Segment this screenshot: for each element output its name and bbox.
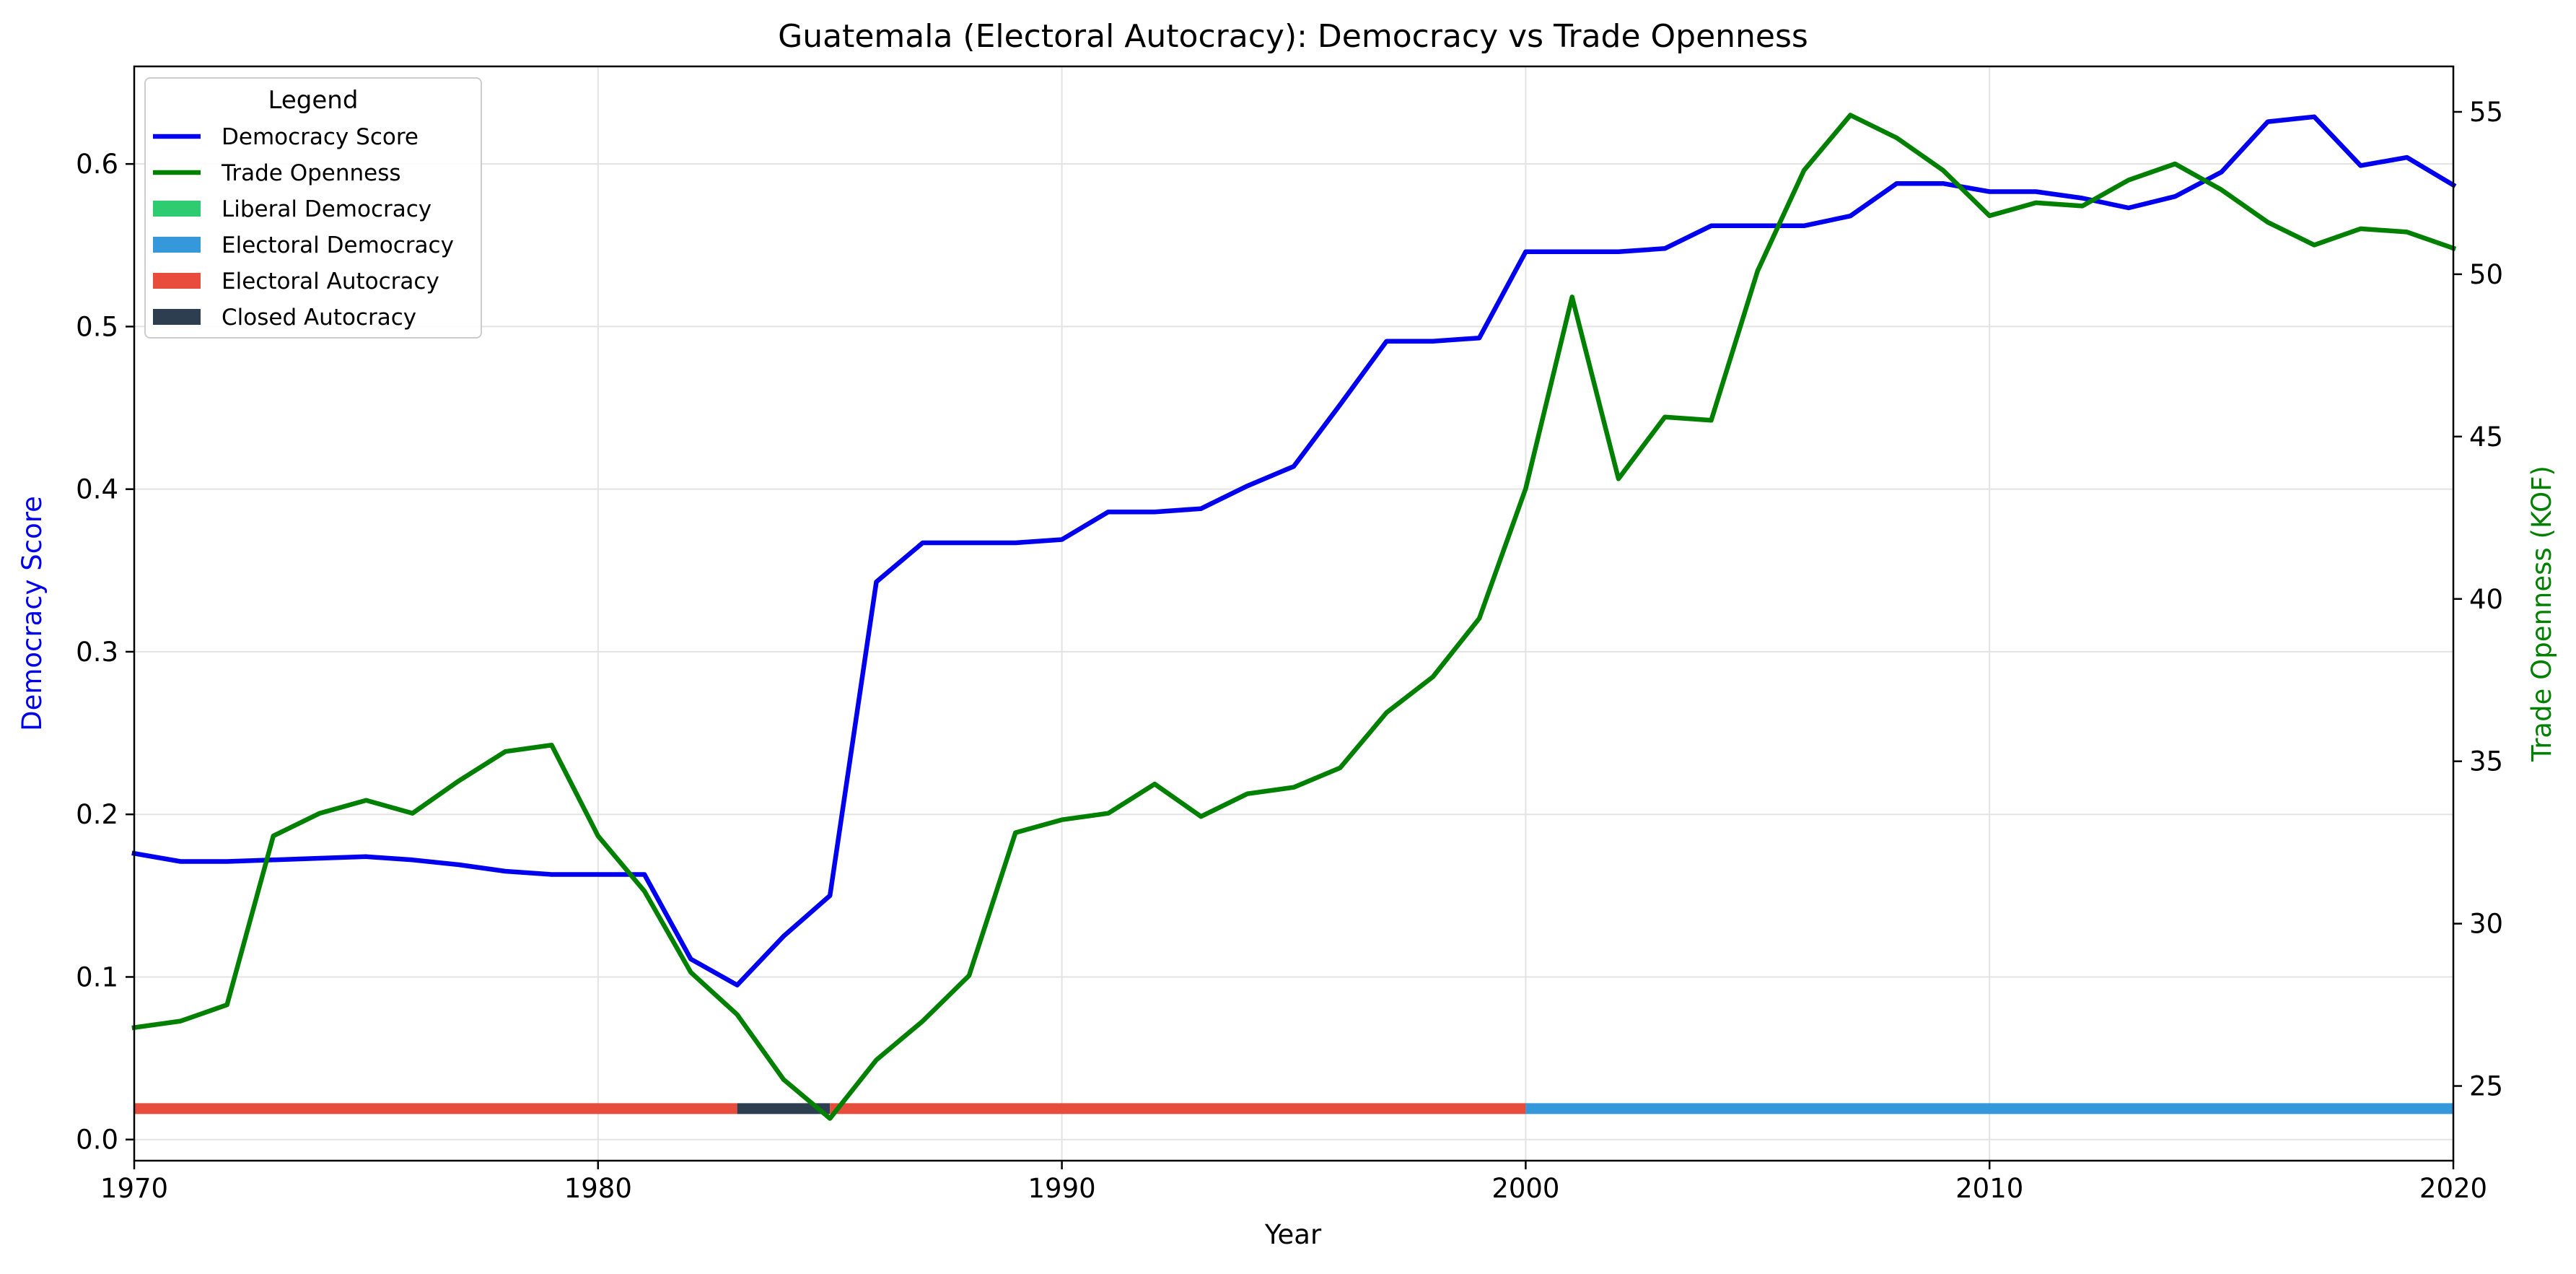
legend-label: Democracy Score [222,124,419,150]
y-left-tick-label: 0.6 [76,149,118,180]
y-right-tick-label: 40 [2469,584,2503,615]
legend-title: Legend [268,86,359,115]
y-right-tick-label: 50 [2469,259,2503,290]
legend-swatch-patch [153,237,201,253]
grid-lines [133,66,2454,1161]
x-tick-label: 1990 [1028,1173,1096,1204]
trade-openness-line [131,113,2457,1121]
legend-box [144,77,482,339]
legend-label: Liberal Democracy [222,196,431,222]
legend-swatch-patch [153,201,201,217]
legend-label: Closed Autocracy [222,305,416,331]
y-right-tick-label: 35 [2469,746,2503,777]
y-left-tick-label: 0.0 [76,1125,118,1156]
y-right-tick-label: 25 [2469,1071,2503,1102]
y-axis-right: 25 30 35 40 45 50 55 [2453,97,2503,1102]
y-left-tick-label: 0.1 [76,961,118,992]
y-left-tick-label: 0.3 [76,637,118,668]
y-axis-right-label: Trade Openness (KOF) [2526,466,2557,762]
y-axis-left: 0.0 0.1 0.2 0.3 0.4 0.5 0.6 [76,149,134,1156]
x-tick-label: 2000 [1491,1173,1559,1204]
legend-swatch-patch [153,273,201,289]
data-lines [131,113,2457,1121]
democracy-score-line [131,114,2457,987]
x-tick-label: 2020 [2419,1173,2487,1204]
y-axis-left-label: Democracy Score [17,496,48,731]
legend-label: Trade Openness [221,160,401,186]
y-right-tick-label: 30 [2469,909,2503,940]
x-tick-label: 1980 [564,1173,632,1204]
plot-frame [133,65,2455,1162]
legend: Legend Democracy Score Trade Openness Liber… [144,77,482,339]
x-tick-label: 2010 [1955,1173,2023,1204]
legend-label: Electoral Democracy [222,232,454,258]
x-axis: 1970 1980 1990 2000 2010 2020 [100,1161,2487,1204]
chart-title: Guatemala (Electoral Autocracy): Democra… [778,18,1808,55]
legend-swatch-patch [153,309,201,325]
y-left-tick-label: 0.2 [76,799,118,830]
y-right-tick-label: 45 [2469,422,2503,453]
y-left-tick-label: 0.4 [76,474,118,505]
legend-label: Electoral Autocracy [222,269,439,294]
x-axis-label: Year [1264,1219,1322,1250]
x-tick-label: 1970 [100,1173,168,1204]
y-left-tick-label: 0.5 [76,311,118,342]
y-right-tick-label: 55 [2469,97,2503,128]
